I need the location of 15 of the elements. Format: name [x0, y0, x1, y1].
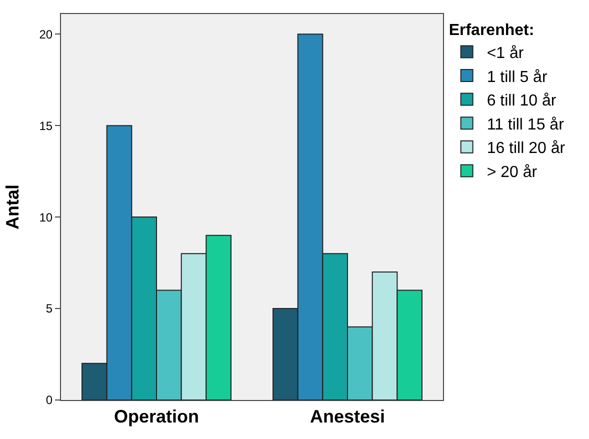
y-tick-label: 15	[39, 118, 53, 133]
y-tick-label: 5	[46, 302, 53, 316]
legend-label: 6 till 10 år	[486, 92, 557, 110]
y-tick-label: 10	[39, 210, 53, 224]
legend-label: 11 till 15 år	[486, 116, 565, 134]
legend-title: Erfarenhet:	[448, 22, 534, 39]
y-tick-label: 20	[39, 27, 53, 42]
y-axis-title: Antal	[2, 184, 22, 230]
x-tick-label: Operation	[114, 406, 200, 427]
legend-label: > 20 år	[486, 164, 538, 181]
x-tick-label: Anestesi	[310, 406, 386, 427]
legend-label: <1 år	[486, 44, 524, 62]
legend-label: 1 till 5 år	[486, 68, 548, 86]
legend-label: 16 till 20 år	[486, 140, 566, 158]
y-tick-label: 0	[46, 393, 53, 408]
